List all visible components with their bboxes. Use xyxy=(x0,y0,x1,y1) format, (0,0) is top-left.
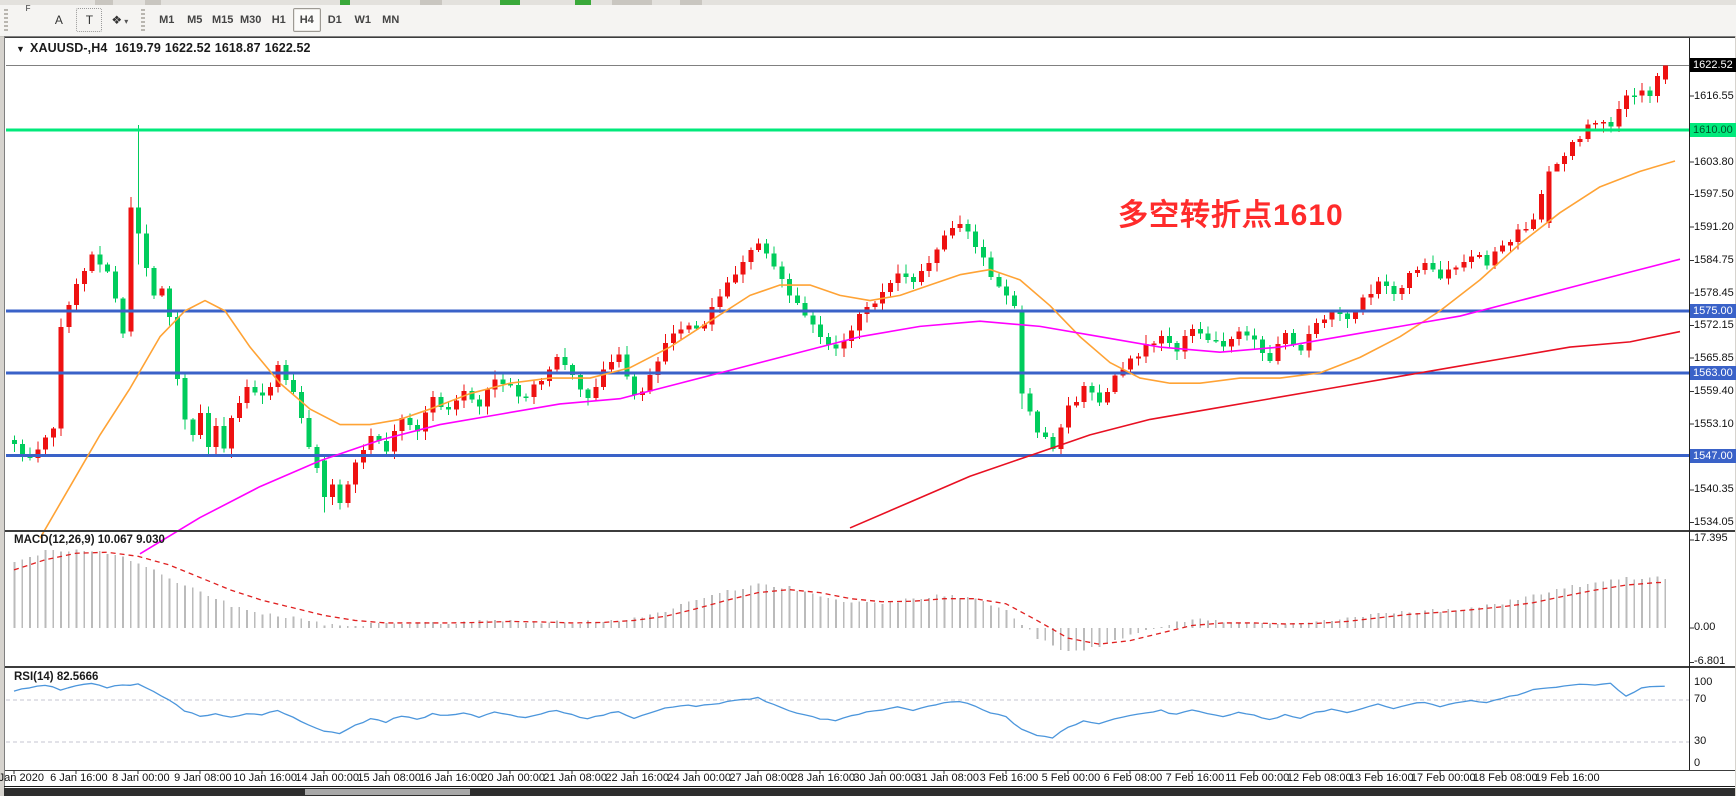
timeframe-button-w1[interactable]: W1 xyxy=(354,14,371,26)
timeframe-button-h4[interactable]: H4 xyxy=(292,8,321,32)
rsi-axis-label: 100 xyxy=(1694,676,1713,688)
scrollbar-thumb[interactable] xyxy=(305,789,470,795)
ohlc-open: 1619.79 xyxy=(115,41,161,55)
pane-separator-main-macd[interactable] xyxy=(5,530,1735,532)
price-tick-label: 1578.45 xyxy=(1694,286,1734,299)
chart-window xyxy=(4,36,1735,796)
arrows-tool-button[interactable]: ❖ ▾ xyxy=(107,8,133,32)
macd-axis-label: 17.395 xyxy=(1694,532,1728,545)
timeframe-button-d1[interactable]: D1 xyxy=(327,14,342,26)
chevron-down-icon: ▾ xyxy=(124,17,129,26)
macd-axis-label: -6.801 xyxy=(1694,655,1726,668)
ma-magenta xyxy=(139,258,1681,555)
hline-1563-label: 1563.00 xyxy=(1690,365,1736,380)
text-tool-button[interactable]: T xyxy=(76,8,103,32)
time-axis-label: 30 Jan 00:00 xyxy=(853,772,917,784)
main-toolbar: F A T ❖ ▾ M1 M5 M15 M30 H1 H4 D1 W1 MN xyxy=(0,5,1736,37)
rsi-line xyxy=(13,682,1665,739)
time-axis-label: 11 Feb 00:00 xyxy=(1225,772,1290,784)
price-tick-label: 1591.20 xyxy=(1694,220,1734,233)
price-tick-label: 1616.55 xyxy=(1694,89,1734,102)
price-tick-label: 1553.10 xyxy=(1694,417,1734,430)
timeframe-group: M1 M5 M15 M30 H1 H4 D1 W1 MN xyxy=(153,5,405,32)
time-axis-label: 9 Jan 08:00 xyxy=(174,772,232,784)
time-axis-label: 19 Feb 16:00 xyxy=(1534,772,1600,784)
time-axis-label: 21 Jan 08:00 xyxy=(543,772,607,784)
chart-title: ▼ XAUUSD-,H4 1619.79 1622.52 1618.87 1622.52 xyxy=(16,41,315,55)
price-tick-label: 1572.15 xyxy=(1694,319,1734,332)
time-axis-label: 8 Jan 00:00 xyxy=(112,772,170,784)
macd-axis-label: 0.00 xyxy=(1694,621,1716,633)
time-axis-label: 12 Feb 08:00 xyxy=(1286,772,1352,784)
candlestick-series xyxy=(12,65,1668,513)
time-axis-label: 24 Jan 00:00 xyxy=(667,772,731,784)
ohlc-high: 1622.52 xyxy=(164,41,211,55)
pane-separator-macd-rsi[interactable] xyxy=(5,666,1735,668)
time-axis-label: 13 Feb 16:00 xyxy=(1348,772,1414,784)
fibonacci-tool-button[interactable]: F xyxy=(25,4,31,13)
time-axis-label: 7 Feb 16:00 xyxy=(1165,772,1225,784)
toolbar-grip[interactable] xyxy=(141,9,146,31)
price-tick-label: 1540.35 xyxy=(1694,483,1734,496)
timeframe-button-m1[interactable]: M1 xyxy=(159,14,175,26)
timeframe-button-m15[interactable]: M15 xyxy=(212,14,234,26)
time-axis-label: 27 Jan 08:00 xyxy=(729,772,793,784)
chart-annotation-text: 多空转折点1610 xyxy=(1118,199,1344,232)
price-tick-label: 1584.75 xyxy=(1694,253,1734,266)
price-tick-label: 1565.85 xyxy=(1694,351,1734,364)
timeframe-button-h1[interactable]: H1 xyxy=(271,14,286,26)
arrows-icon: ❖ xyxy=(111,13,123,27)
macd-signal-line xyxy=(13,551,1665,645)
symbol-dropdown-icon[interactable]: ▼ xyxy=(16,44,26,54)
time-axis-label: 3 Jan 2020 xyxy=(0,772,44,784)
toolbar-grip[interactable] xyxy=(4,9,8,31)
ohlc-close: 1622.52 xyxy=(264,41,311,55)
pane-border-rsi-bottom xyxy=(5,770,1735,771)
price-tick-label: 1534.05 xyxy=(1694,516,1734,528)
time-axis-label: 18 Feb 08:00 xyxy=(1472,772,1538,784)
price-tick-label: 1597.50 xyxy=(1694,188,1734,201)
ma-orange xyxy=(39,160,1676,539)
rsi-axis-label: 0 xyxy=(1694,757,1701,769)
time-axis-label: 20 Jan 00:00 xyxy=(481,772,545,784)
rsi-axis-label: 70 xyxy=(1694,693,1707,705)
ohlc-low: 1618.87 xyxy=(214,41,261,55)
timeframe-button-m5[interactable]: M5 xyxy=(187,14,203,26)
rsi-indicator-label: RSI(14) 82.5666 xyxy=(14,671,99,683)
toolbar-remnant xyxy=(0,0,1736,5)
time-axis-label: 3 Feb 16:00 xyxy=(979,772,1039,784)
ma-red xyxy=(849,330,1681,529)
window-bottom-border xyxy=(4,786,1735,787)
time-axis-label: 5 Feb 00:00 xyxy=(1041,772,1101,784)
hline-1610-label: 1610.00 xyxy=(1690,122,1736,137)
time-axis-label: 14 Jan 00:00 xyxy=(295,772,359,784)
timeframe-button-m30[interactable]: M30 xyxy=(240,14,262,26)
pane-border xyxy=(5,37,1735,38)
hline-1547-label: 1547.00 xyxy=(1690,448,1736,463)
price-axis-border xyxy=(1689,38,1690,770)
timeframe-button-mn[interactable]: MN xyxy=(382,14,400,26)
macd-histogram xyxy=(13,549,1667,651)
time-axis-label: 6 Jan 16:00 xyxy=(50,772,108,784)
time-axis-label: 15 Jan 08:00 xyxy=(357,772,421,784)
time-axis-label: 10 Jan 16:00 xyxy=(233,772,297,784)
time-axis-label: 16 Jan 16:00 xyxy=(419,772,483,784)
time-axis-label: 17 Feb 00:00 xyxy=(1410,772,1476,784)
rsi-axis-label: 30 xyxy=(1694,735,1707,747)
time-axis-label: 28 Jan 16:00 xyxy=(791,772,855,784)
symbol-name: XAUUSD-,H4 xyxy=(30,41,108,55)
hline-1575-label: 1575.00 xyxy=(1690,303,1736,318)
price-tick-label: 1559.40 xyxy=(1694,384,1734,397)
current-price-label: 1622.52 xyxy=(1690,58,1736,73)
horizontal-scrollbar[interactable] xyxy=(4,788,1735,796)
price-tick-label: 1603.80 xyxy=(1694,155,1734,168)
macd-indicator-label: MACD(12,26,9) 10.067 9.030 xyxy=(14,534,165,546)
time-axis-label: 31 Jan 08:00 xyxy=(915,772,979,784)
arrow-label-tool-button[interactable]: A xyxy=(54,13,63,27)
time-axis-label: 6 Feb 08:00 xyxy=(1103,772,1163,784)
time-axis-label: 22 Jan 16:00 xyxy=(605,772,669,784)
